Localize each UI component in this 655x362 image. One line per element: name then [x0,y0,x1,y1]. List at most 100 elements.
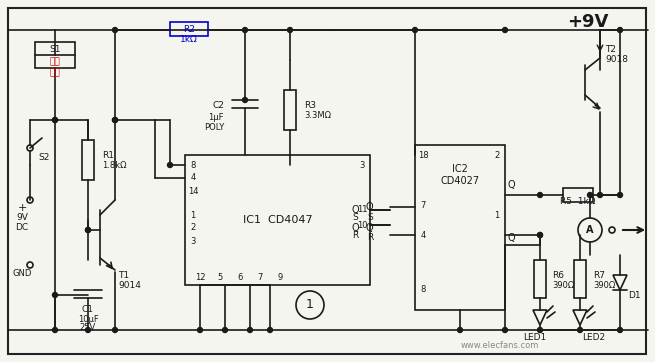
Text: T1: T1 [118,270,129,279]
Text: 7: 7 [257,273,263,282]
Text: S: S [352,214,358,223]
Bar [415,145,505,310]
Text: 390Ω: 390Ω [552,281,574,290]
Text: 1kΩ: 1kΩ [180,34,198,43]
Text: Q̄: Q̄ [365,202,373,212]
Text: 9018: 9018 [605,55,628,64]
Circle shape [588,193,593,198]
Circle shape [52,328,58,333]
Text: 2: 2 [191,223,196,232]
Text: R: R [352,232,358,240]
Circle shape [86,227,90,232]
Text: 18: 18 [418,151,428,160]
Text: 1μF: 1μF [208,114,224,122]
Circle shape [457,328,462,333]
Text: R7: R7 [593,270,605,279]
Circle shape [52,118,58,122]
Text: Q: Q [508,233,515,243]
Circle shape [86,227,90,232]
Circle shape [502,328,508,333]
Text: DC: DC [16,223,29,232]
Circle shape [52,292,58,298]
Text: 1: 1 [306,299,314,311]
Text: C2: C2 [212,101,224,109]
Text: R1: R1 [102,151,114,160]
Text: 7: 7 [421,201,426,210]
Polygon shape [613,275,627,290]
Circle shape [113,28,117,33]
Circle shape [113,118,117,122]
Circle shape [242,97,248,102]
Text: IC2
CD4027: IC2 CD4027 [440,164,479,186]
Text: 25V: 25V [80,324,96,333]
Text: D1: D1 [628,290,641,299]
Text: T2: T2 [605,46,616,55]
Text: S1: S1 [49,46,61,55]
Bar [563,188,593,202]
Circle shape [597,193,603,198]
Text: 9V: 9V [16,214,28,223]
Bar [35,42,75,68]
Text: IC1  CD4047: IC1 CD4047 [243,215,312,225]
Text: 10μF: 10μF [78,316,98,324]
Circle shape [502,28,508,33]
Circle shape [618,328,622,333]
Text: 4: 4 [421,231,426,240]
Text: 6: 6 [237,273,243,282]
Circle shape [618,193,622,198]
Text: 1: 1 [495,210,500,219]
Text: 1.8kΩ: 1.8kΩ [102,160,126,169]
Text: +9V: +9V [567,13,608,31]
Circle shape [113,328,117,333]
Circle shape [413,28,417,33]
Polygon shape [573,310,587,325]
Text: 390Ω: 390Ω [593,281,615,290]
Text: R3: R3 [304,101,316,109]
Text: Q̄: Q̄ [508,180,515,190]
Bar [185,155,370,285]
Text: 2: 2 [495,151,500,160]
Circle shape [198,328,202,333]
Text: 9014: 9014 [118,281,141,290]
Circle shape [113,118,117,122]
Text: 10: 10 [357,220,367,230]
Text: S: S [367,214,373,223]
Text: 12: 12 [195,273,205,282]
Polygon shape [533,310,547,325]
Circle shape [618,28,622,33]
Text: R6: R6 [552,270,564,279]
Circle shape [538,232,542,237]
Text: 9: 9 [277,273,282,282]
Bar [284,90,296,130]
Text: LED1: LED1 [523,333,547,342]
Circle shape [168,163,172,168]
Circle shape [242,28,248,33]
Text: 11: 11 [357,206,367,215]
Circle shape [223,328,227,333]
Text: LED2: LED2 [582,333,605,342]
Text: www.elecfans.com: www.elecfans.com [461,341,539,349]
Bar [170,22,208,36]
Text: 1: 1 [191,210,196,219]
Text: Q̄: Q̄ [351,205,359,215]
Circle shape [538,232,542,237]
Text: 3.3MΩ: 3.3MΩ [304,110,331,119]
Text: R5  1kΩ: R5 1kΩ [560,198,596,206]
Text: S2: S2 [38,153,49,163]
Text: 3: 3 [191,236,196,245]
Text: 14: 14 [188,186,198,195]
Text: 舌簧: 舌簧 [50,58,60,67]
Text: C1: C1 [82,306,94,315]
Circle shape [578,328,582,333]
Circle shape [248,328,252,333]
Text: 8: 8 [191,160,196,169]
Text: 开关: 开关 [50,68,60,77]
Circle shape [52,118,58,122]
Text: R: R [367,233,373,243]
Text: 5: 5 [217,273,223,282]
Text: +: + [17,203,27,213]
Circle shape [267,328,272,333]
Circle shape [538,328,542,333]
Circle shape [288,28,293,33]
Bar [534,260,546,298]
